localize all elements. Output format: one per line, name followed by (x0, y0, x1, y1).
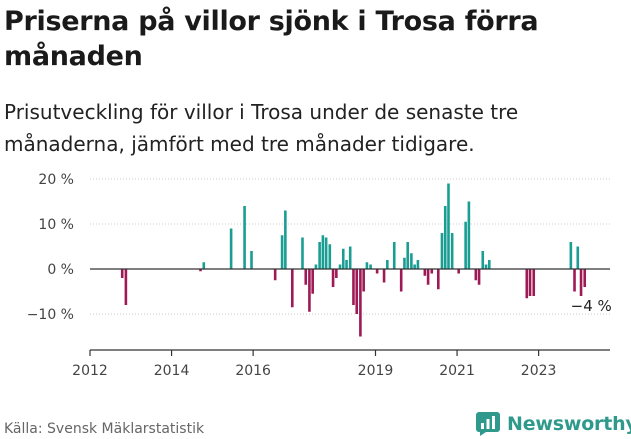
bar (436, 269, 440, 290)
bar (382, 269, 386, 283)
bar (447, 183, 450, 269)
bar (348, 246, 352, 269)
x-tick-label: 2019 (358, 363, 394, 379)
axes (90, 268, 610, 351)
x-tick-label: 2016 (235, 363, 271, 379)
bar (399, 269, 403, 292)
bar (301, 237, 304, 269)
bar (362, 269, 365, 292)
bar (352, 269, 355, 305)
bar (338, 264, 342, 269)
x-tick-label: 2012 (72, 363, 108, 379)
bar (525, 269, 529, 299)
bar (359, 269, 362, 337)
bar (430, 269, 434, 274)
bar (369, 264, 372, 269)
bar (410, 253, 413, 269)
bar (487, 260, 491, 269)
source-note: Källa: Svensk Mäklarstatistik (4, 421, 205, 437)
bar (314, 264, 318, 269)
y-tick-label: 0 % (47, 262, 74, 278)
bar (416, 260, 420, 269)
bar (528, 269, 532, 296)
x-tick-label: 2021 (439, 363, 475, 379)
bar (311, 269, 314, 294)
x-tick-label: 2023 (521, 363, 557, 379)
bar (318, 242, 321, 269)
bars (120, 183, 587, 337)
bar (243, 206, 246, 269)
bar (467, 201, 471, 269)
bar (532, 269, 536, 296)
bar (426, 269, 430, 285)
bar (403, 257, 406, 269)
bar (250, 251, 253, 269)
x-axis-ticks: 2012 2014 2016 2019 2021 2023 (72, 350, 556, 379)
y-tick-label: −10 % (27, 307, 74, 323)
bar (375, 269, 379, 274)
bar (280, 235, 284, 269)
newsworthy-chart-logo-icon (476, 412, 500, 436)
bar (392, 242, 396, 269)
y-axis-ticks: 20 % 10 % 0 % −10 % (27, 172, 74, 323)
bar (290, 269, 294, 308)
bar (328, 244, 332, 269)
bar (124, 269, 128, 305)
chart-subtitle: Prisutveckling för villor i Trosa under … (4, 100, 519, 156)
bar (345, 260, 348, 269)
bar-chart: 20 % 10 % 0 % −10 % 2012 2014 2016 2019 2021 202… (27, 172, 612, 379)
bar (304, 269, 308, 285)
bar (569, 242, 573, 269)
bar (335, 269, 338, 278)
bar (450, 233, 454, 269)
bar (481, 251, 485, 269)
bar (355, 269, 359, 314)
bar (199, 269, 202, 272)
bar (413, 264, 416, 269)
bar (324, 237, 328, 269)
bar (576, 246, 580, 269)
y-tick-label: 10 % (38, 217, 74, 233)
chart-title: Priserna på villor sjönk i Trosa förra m… (4, 6, 539, 72)
bar (308, 269, 311, 312)
bar (406, 242, 410, 269)
bar (464, 221, 467, 269)
annotations: −4 % (571, 297, 612, 315)
x-tick-label: 2014 (154, 363, 190, 379)
bar (120, 269, 124, 278)
bar (583, 269, 587, 287)
bar (331, 269, 335, 287)
bar (321, 235, 325, 269)
bar (443, 206, 447, 269)
latest-value-annotation: −4 % (571, 297, 612, 315)
bar (386, 260, 389, 269)
bar (202, 262, 206, 269)
bar (273, 269, 277, 281)
y-tick-label: 20 % (38, 172, 74, 188)
bar (284, 210, 287, 269)
bar (579, 269, 583, 296)
bar (341, 248, 345, 269)
bar (229, 228, 233, 269)
bar (474, 269, 478, 281)
bar (365, 262, 369, 269)
bar (573, 269, 576, 292)
bar (457, 269, 460, 274)
bar (484, 264, 488, 269)
brand-logo: Newsworthy (476, 410, 631, 438)
bar (423, 269, 427, 276)
brand-name: Newsworthy (507, 413, 631, 435)
bar (477, 269, 481, 285)
bar (440, 233, 444, 269)
